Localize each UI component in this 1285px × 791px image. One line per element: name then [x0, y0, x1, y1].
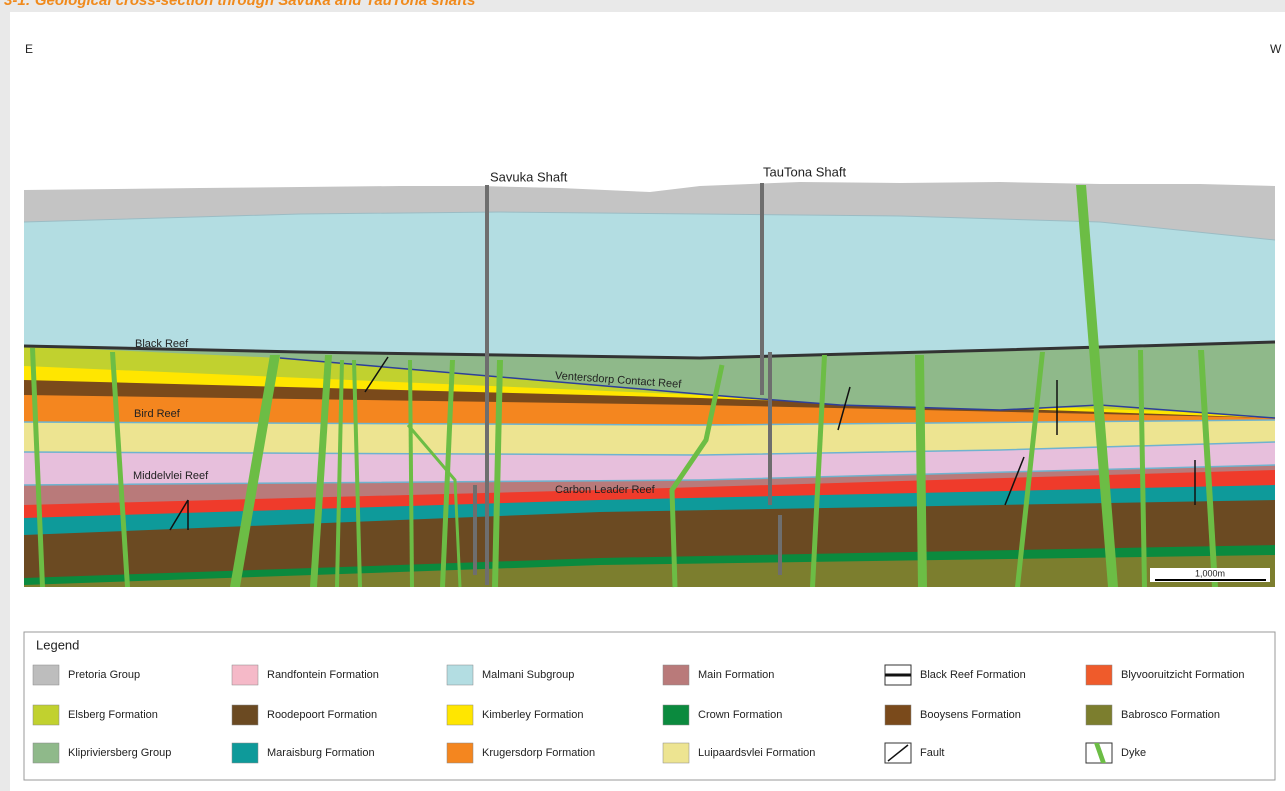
- legend-title: Legend: [36, 637, 79, 652]
- legend-label: Malmani Subgroup: [482, 669, 574, 681]
- legend-label: Randfontein Formation: [267, 669, 379, 681]
- legend-label: Dyke: [1121, 747, 1146, 759]
- legend-swatch: [33, 705, 59, 725]
- legend-label: Main Formation: [698, 669, 774, 681]
- reef-label: Bird Reef: [134, 408, 181, 420]
- legend-swatch: [1086, 705, 1112, 725]
- legend-swatch: [885, 705, 911, 725]
- east-label: E: [25, 42, 33, 56]
- shaft-label: TauTona Shaft: [763, 164, 847, 179]
- legend-swatch: [232, 665, 258, 685]
- legend-swatch: [447, 705, 473, 725]
- legend-label: Maraisburg Formation: [267, 747, 375, 759]
- legend-swatch: [447, 743, 473, 763]
- legend-swatch: [663, 665, 689, 685]
- shaft-label: Savuka Shaft: [490, 169, 568, 184]
- legend-label: Black Reef Formation: [920, 669, 1026, 681]
- legend-swatch: [33, 743, 59, 763]
- legend-label: Roodepoort Formation: [267, 709, 377, 721]
- reef-label: Black Reef: [135, 338, 189, 350]
- legend-swatch: [33, 665, 59, 685]
- legend-swatch: [232, 743, 258, 763]
- legend-label: Booysens Formation: [920, 709, 1021, 721]
- legend-label: Klipriviersberg Group: [68, 747, 171, 759]
- legend-label: Babrosco Formation: [1121, 709, 1220, 721]
- scale-label: 1,000m: [1195, 568, 1225, 578]
- page: 3-1: Geological cross-section through Sa…: [0, 0, 1285, 791]
- legend-label: Blyvooruitzicht Formation: [1121, 669, 1245, 681]
- legend-swatch: [232, 705, 258, 725]
- legend-label: Kimberley Formation: [482, 709, 583, 721]
- legend-swatch: [447, 665, 473, 685]
- legend-label: Luipaardsvlei Formation: [698, 747, 815, 759]
- west-label: W: [1270, 42, 1282, 56]
- legend-label: Fault: [920, 747, 944, 759]
- legend-label: Pretoria Group: [68, 669, 140, 681]
- legend-label: Crown Formation: [698, 709, 782, 721]
- title: 3-1: Geological cross-section through Sa…: [4, 0, 475, 9]
- legend-label: Elsberg Formation: [68, 709, 158, 721]
- legend-swatch: [1086, 665, 1112, 685]
- legend-swatch: [663, 743, 689, 763]
- legend-label: Krugersdorp Formation: [482, 747, 595, 759]
- reef-label: Middelvlei Reef: [133, 470, 209, 482]
- reef-label: Carbon Leader Reef: [555, 484, 656, 496]
- legend-swatch: [663, 705, 689, 725]
